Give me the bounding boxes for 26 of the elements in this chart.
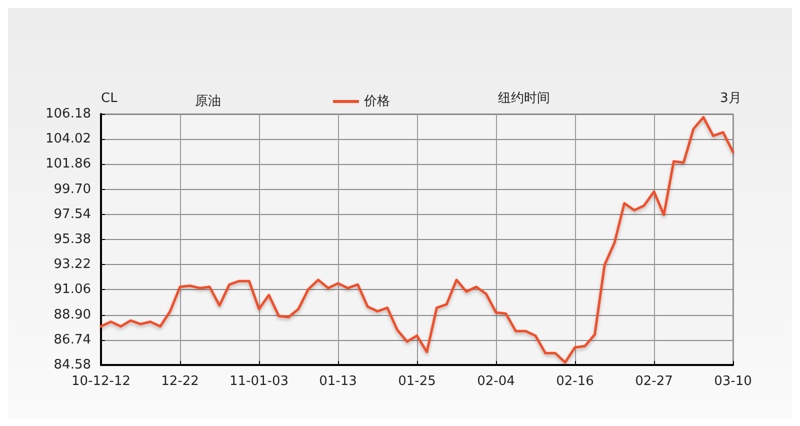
text: CL (101, 91, 118, 106)
x-tick-label: 10-12-12 (71, 374, 131, 389)
x-tick-label: 03-10 (714, 374, 752, 389)
x-tick-label: 11-01-03 (229, 374, 289, 389)
text: 3月 (720, 91, 742, 106)
y-tick-label: 93.22 (54, 257, 91, 272)
x-tick-label: 12-22 (161, 374, 199, 389)
y-tick-label: 95.38 (54, 232, 91, 247)
x-tick-label: 02-16 (556, 374, 594, 389)
y-tick-label: 97.54 (54, 206, 91, 222)
y-tick-label: 91.06 (54, 282, 91, 298)
x-tick-label: 02-04 (477, 374, 515, 389)
legend-label: 价格 (363, 94, 390, 109)
y-tick-label: 88.90 (54, 307, 91, 322)
y-tick-label: 86.74 (54, 332, 91, 348)
y-tick-label: 104.02 (46, 132, 91, 147)
line-series (100, 116, 734, 364)
x-tick-label: 01-25 (398, 374, 436, 389)
x-tick-label: 01-13 (319, 374, 357, 389)
chart-title: 原油 (195, 94, 221, 109)
y-tick-label: 99.70 (54, 182, 91, 197)
y-tick-label: 84.58 (54, 358, 91, 372)
text: 纽约时间 (498, 91, 550, 106)
y-tick-label: 106.18 (46, 106, 91, 122)
y-tick-label: 101.86 (46, 156, 91, 172)
x-tick-label: 02-27 (635, 374, 673, 389)
